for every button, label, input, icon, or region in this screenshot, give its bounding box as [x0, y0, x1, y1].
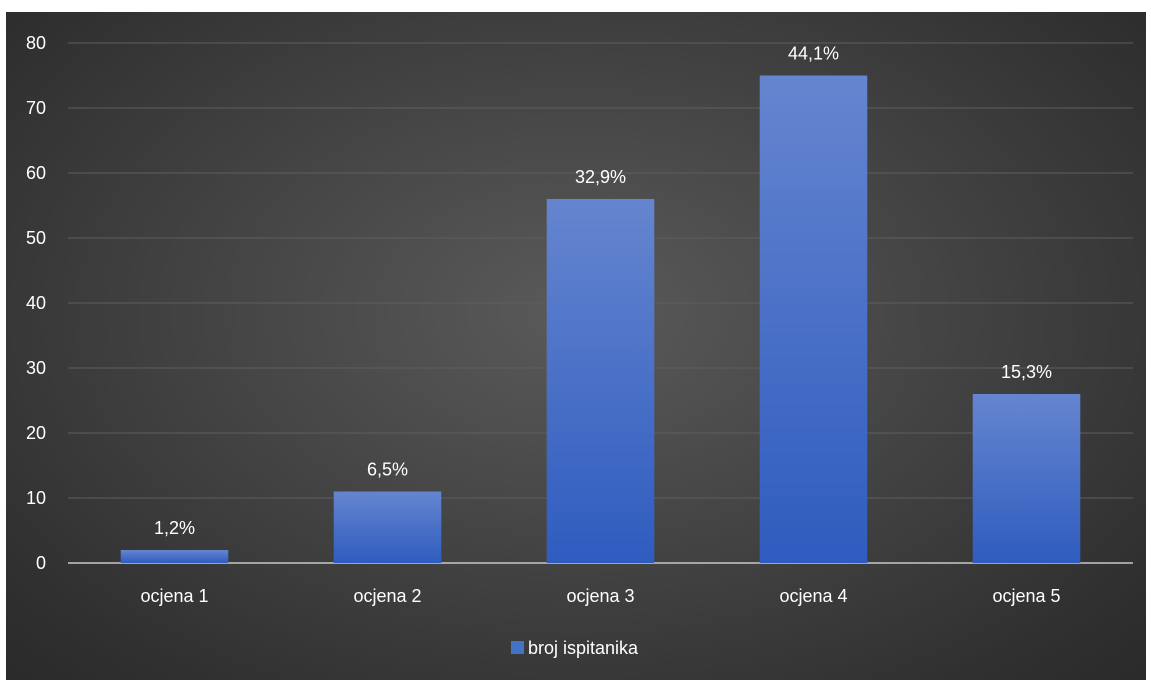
bar	[333, 491, 442, 563]
y-tick-label: 20	[26, 423, 46, 443]
chart-area: 0 10 20 30 40 50 60 70 80 1,2% 6,5% 32,9% 44,1% 15,3…	[6, 12, 1146, 680]
x-tick-label: ocjena 2	[353, 586, 421, 606]
bars	[120, 75, 1081, 563]
x-tick-label: ocjena 4	[779, 586, 847, 606]
data-label: 44,1%	[788, 44, 839, 64]
y-tick-label: 10	[26, 488, 46, 508]
y-tick-label: 40	[26, 293, 46, 313]
y-tick-label: 80	[26, 33, 46, 53]
data-label: 1,2%	[154, 518, 195, 538]
data-label: 32,9%	[575, 167, 626, 187]
data-label: 15,3%	[1001, 362, 1052, 382]
data-label: 6,5%	[367, 460, 408, 480]
y-tick-label: 30	[26, 358, 46, 378]
data-labels: 1,2% 6,5% 32,9% 44,1% 15,3%	[154, 44, 1052, 539]
x-axis-tick-labels: ocjena 1 ocjena 2 ocjena 3 ocjena 4 ocjena 5	[140, 586, 1060, 606]
bar	[972, 394, 1081, 563]
x-tick-label: ocjena 5	[992, 586, 1060, 606]
legend-swatch	[511, 641, 524, 654]
bar	[120, 550, 229, 563]
x-tick-label: ocjena 1	[140, 586, 208, 606]
legend-label: broj ispitanika	[528, 638, 639, 658]
y-tick-label: 50	[26, 228, 46, 248]
x-tick-label: ocjena 3	[566, 586, 634, 606]
y-axis-tick-labels: 0 10 20 30 40 50 60 70 80	[26, 33, 46, 573]
y-tick-label: 60	[26, 163, 46, 183]
y-tick-label: 70	[26, 98, 46, 118]
y-tick-label: 0	[36, 553, 46, 573]
bar	[759, 75, 868, 563]
bar-chart: 0 10 20 30 40 50 60 70 80 1,2% 6,5% 32,9% 44,1% 15,3…	[26, 33, 1133, 658]
bar	[546, 199, 655, 563]
legend: broj ispitanika	[511, 638, 639, 658]
